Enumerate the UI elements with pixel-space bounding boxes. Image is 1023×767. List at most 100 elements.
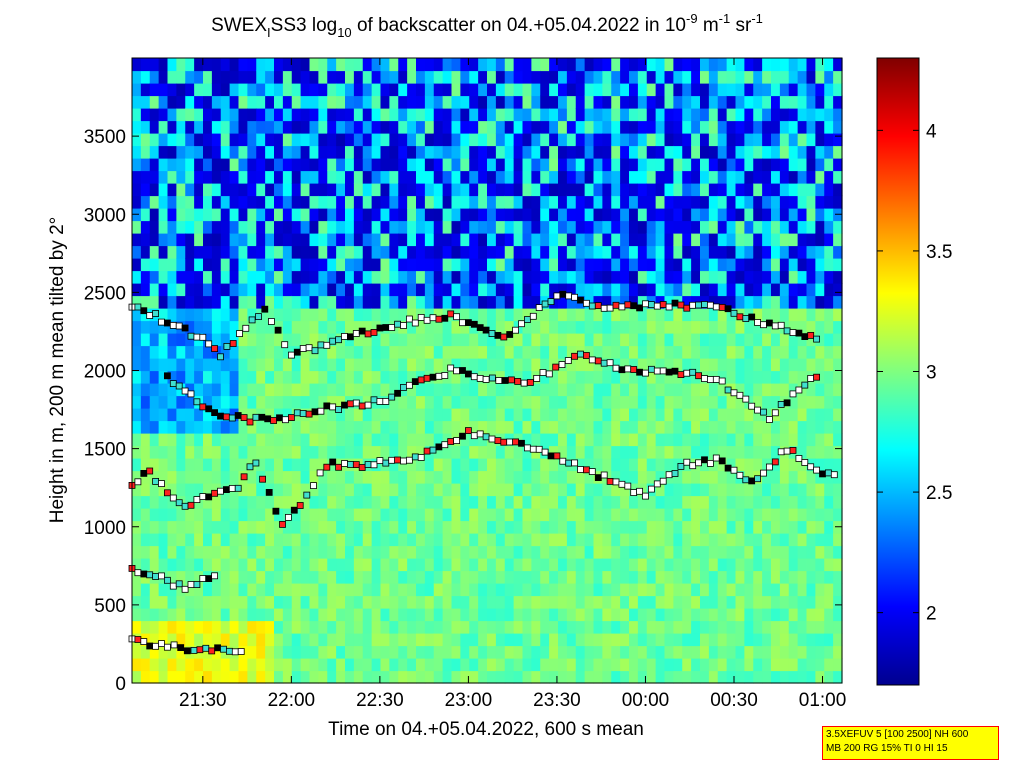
layer-marker — [405, 381, 413, 389]
layer-marker — [240, 473, 248, 481]
layer-marker — [222, 486, 230, 494]
layer-marker — [742, 476, 750, 484]
layer-marker — [270, 417, 278, 424]
layer-marker — [205, 575, 213, 582]
layer-marker — [376, 324, 384, 332]
layer-marker — [134, 636, 142, 643]
layer-marker — [783, 327, 791, 335]
layer-marker — [187, 390, 195, 398]
layer-marker — [600, 304, 608, 312]
layer-marker — [358, 402, 366, 410]
layer-marker — [730, 389, 738, 397]
layer-marker — [636, 487, 643, 495]
layer-marker — [177, 644, 185, 651]
colorbar-tick-label: 4 — [926, 121, 937, 142]
layer-marker — [807, 374, 815, 382]
layer-marker — [571, 352, 578, 360]
layer-marker — [199, 333, 207, 341]
layer-marker — [783, 399, 791, 407]
layer-marker — [394, 320, 402, 328]
layer-marker — [267, 318, 275, 325]
layer-marker — [234, 412, 242, 419]
layer-marker — [441, 372, 449, 379]
layer-marker — [600, 471, 608, 479]
layer-marker — [748, 477, 756, 485]
layer-marker — [677, 371, 685, 379]
layer-marker — [642, 369, 649, 377]
chart-title: SWEXISS3 log10 of backscatter on 04.+05.… — [211, 11, 763, 40]
layer-marker — [571, 293, 578, 301]
layer-marker — [341, 401, 348, 409]
layer-marker — [476, 324, 484, 332]
x-tick-label: 22:30 — [356, 690, 404, 711]
layer-marker — [771, 409, 779, 417]
x-axis-label: Time on 04.+05.04.2022, 600 s mean — [328, 719, 644, 740]
layer-marker — [594, 357, 602, 365]
y-tick-label: 2500 — [84, 283, 126, 304]
layer-marker — [689, 462, 697, 470]
layer-marker — [441, 314, 449, 322]
layer-marker — [482, 375, 490, 383]
layer-marker — [352, 399, 360, 407]
layer-marker — [754, 475, 761, 483]
layer-marker — [801, 333, 809, 341]
layer-marker — [429, 373, 437, 381]
layer-marker — [789, 390, 797, 398]
layer-marker — [736, 471, 744, 479]
layer-marker — [464, 319, 472, 327]
layer-marker — [648, 301, 655, 309]
layer-marker — [265, 488, 273, 496]
layer-marker — [529, 445, 537, 453]
layer-marker — [364, 461, 372, 469]
layer-marker — [677, 462, 685, 470]
plot-area: 21:30 22:00 22:30 23:00 23:30 00:00 00:30 01:00… — [84, 57, 846, 711]
layer-marker — [618, 366, 626, 374]
layer-marker — [459, 367, 466, 374]
colorbar: 2 2.5 3 3.5 4 — [876, 57, 952, 686]
layer-marker — [718, 457, 726, 465]
layer-marker — [199, 575, 207, 582]
layer-marker — [441, 441, 449, 449]
layer-marker — [259, 475, 267, 483]
layer-marker — [305, 344, 313, 352]
layer-marker — [565, 292, 573, 300]
layer-marker — [760, 321, 767, 329]
layer-marker — [659, 301, 667, 308]
layer-marker — [152, 477, 160, 485]
layer-marker — [494, 331, 502, 339]
layer-marker — [169, 380, 177, 388]
layer-marker — [158, 640, 165, 647]
y-tick-label: 1500 — [84, 440, 126, 461]
layer-marker — [683, 369, 691, 377]
layer-marker — [600, 359, 608, 367]
layer-marker — [175, 322, 183, 330]
layer-marker — [594, 302, 602, 310]
layer-marker — [748, 313, 756, 321]
layer-marker — [211, 572, 219, 580]
colorbar-tick-label: 3.5 — [926, 242, 952, 263]
layer-marker — [411, 319, 419, 327]
layer-marker — [217, 487, 224, 495]
layer-marker — [606, 359, 614, 367]
layer-marker — [214, 644, 222, 652]
layer-marker — [190, 647, 198, 654]
layer-marker — [346, 333, 354, 341]
layer-marker — [208, 647, 216, 655]
layer-marker — [447, 310, 455, 318]
layer-marker — [482, 326, 490, 334]
layer-marker — [281, 341, 289, 349]
layer-marker — [559, 457, 567, 465]
layer-marker — [701, 301, 708, 308]
layer-marker — [261, 305, 269, 313]
layer-marker — [636, 368, 643, 376]
layer-marker — [447, 364, 455, 372]
layer-marker — [276, 414, 283, 422]
layer-marker — [718, 377, 726, 385]
layer-marker — [175, 382, 183, 390]
layer-marker — [724, 305, 732, 313]
layer-marker — [545, 370, 553, 378]
layer-marker — [571, 459, 578, 467]
layer-marker — [217, 353, 224, 361]
layer-marker — [742, 315, 750, 322]
layer-marker — [220, 645, 227, 653]
